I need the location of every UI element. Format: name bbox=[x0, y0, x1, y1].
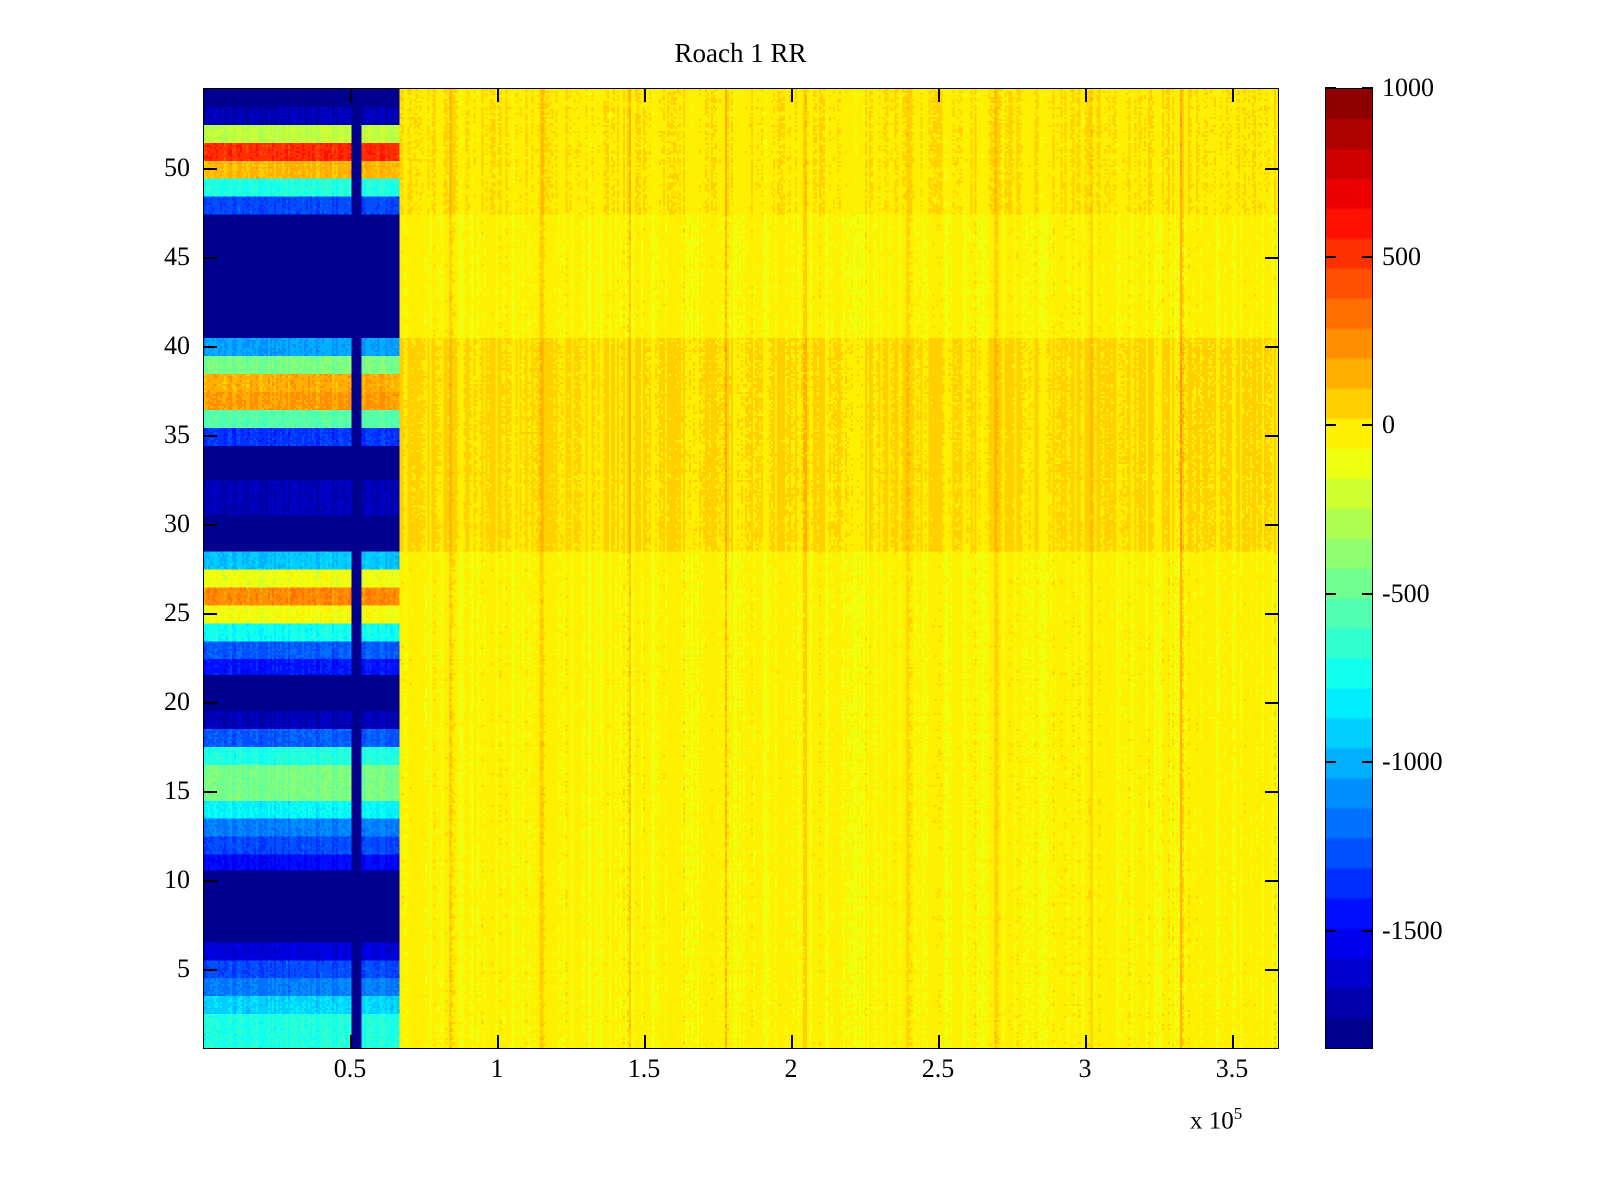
colorbar-tick-label: 500 bbox=[1382, 241, 1421, 271]
y-tick-mark-right bbox=[1265, 790, 1278, 793]
y-tick-mark bbox=[204, 435, 217, 438]
x-tick-mark bbox=[349, 1035, 352, 1048]
x-exponent-power: 5 bbox=[1233, 1104, 1243, 1123]
x-tick-label: 1 bbox=[490, 1054, 504, 1083]
y-tick-mark-right bbox=[1265, 168, 1278, 171]
colorbar-tick-label: 1000 bbox=[1382, 73, 1434, 102]
y-tick-label: 50 bbox=[164, 153, 190, 183]
x-tick-label: 3 bbox=[1078, 1054, 1092, 1083]
y-tick-mark-right bbox=[1265, 346, 1278, 349]
y-tick-label: 30 bbox=[164, 509, 190, 538]
y-tick-mark bbox=[204, 168, 217, 171]
x-tick-mark-top bbox=[790, 89, 793, 102]
x-tick-mark bbox=[496, 1035, 499, 1048]
x-tick-label: 2 bbox=[784, 1054, 798, 1083]
y-tick-mark-right bbox=[1265, 701, 1278, 704]
x-tick-label: 2.5 bbox=[921, 1054, 955, 1083]
y-tick-mark-right bbox=[1265, 879, 1278, 882]
x-tick-mark-top bbox=[349, 89, 352, 102]
y-tick-mark-right bbox=[1265, 435, 1278, 438]
heatmap-axes[interactable] bbox=[203, 88, 1279, 1049]
heatmap-image bbox=[204, 89, 1278, 1048]
x-tick-mark-top bbox=[496, 89, 499, 102]
colorbar-tick-label: -1500 bbox=[1382, 915, 1443, 945]
x-tick-mark bbox=[643, 1035, 646, 1048]
y-tick-mark bbox=[204, 524, 217, 526]
x-axis-tick-labels: 0.5 1 1.5 2 2.5 3 3.5 bbox=[203, 1056, 1279, 1096]
y-tick-label: 20 bbox=[164, 686, 190, 716]
y-tick-mark-right bbox=[1265, 612, 1278, 615]
x-tick-mark bbox=[937, 1035, 940, 1048]
y-tick-mark bbox=[204, 701, 217, 704]
x-tick-mark bbox=[1084, 1035, 1087, 1048]
colorbar[interactable] bbox=[1325, 88, 1373, 1049]
colorbar-tick-label: -500 bbox=[1382, 578, 1430, 608]
x-tick-mark-top bbox=[643, 89, 646, 102]
x-axis-exponent-label: x 105 bbox=[1190, 1104, 1243, 1135]
x-tick-label: 1.5 bbox=[627, 1054, 661, 1083]
x-tick-mark-top bbox=[1231, 89, 1234, 102]
chart-title: Roach 1 RR bbox=[674, 38, 807, 68]
y-tick-mark-right bbox=[1265, 524, 1278, 526]
x-tick-mark bbox=[1231, 1035, 1234, 1048]
x-tick-mark-top bbox=[1084, 89, 1087, 102]
y-tick-label: 10 bbox=[164, 864, 190, 894]
x-tick-label: 3.5 bbox=[1215, 1054, 1249, 1083]
colorbar-tick-label: 0 bbox=[1382, 410, 1395, 440]
y-tick-label: 35 bbox=[164, 420, 190, 450]
y-tick-mark bbox=[204, 879, 217, 882]
y-tick-mark bbox=[204, 257, 217, 260]
y-tick-label: 45 bbox=[164, 242, 190, 272]
y-tick-label: 15 bbox=[164, 775, 190, 805]
y-tick-label: 5 bbox=[177, 953, 190, 983]
y-tick-mark bbox=[204, 612, 217, 615]
y-tick-mark bbox=[204, 790, 217, 793]
colorbar-tick-label: -1000 bbox=[1382, 747, 1443, 777]
y-axis-tick-labels: 5 10 15 20 25 30 35 40 45 50 bbox=[100, 88, 190, 1049]
x-tick-label: 0.5 bbox=[333, 1054, 367, 1083]
y-tick-mark-right bbox=[1265, 257, 1278, 260]
x-tick-mark bbox=[790, 1035, 793, 1048]
x-tick-mark-top bbox=[937, 89, 940, 102]
y-tick-mark bbox=[204, 968, 217, 971]
y-tick-label: 25 bbox=[164, 597, 190, 627]
colorbar-tick-labels: 1000 500 0 -500 -1000 -1500 bbox=[1382, 75, 1562, 1049]
colorbar-gradient bbox=[1326, 89, 1372, 1048]
y-tick-label: 40 bbox=[164, 331, 190, 361]
y-tick-mark-right bbox=[1265, 968, 1278, 971]
y-tick-mark bbox=[204, 346, 217, 349]
